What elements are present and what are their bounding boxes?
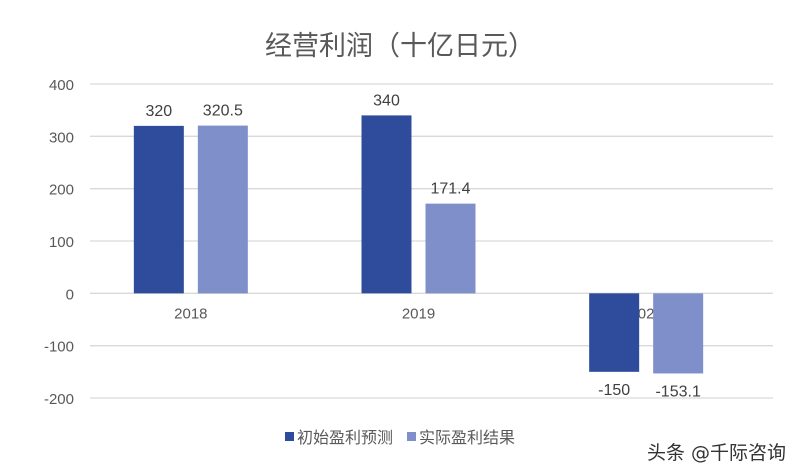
bar-forecast [589,293,640,372]
chart-title: 经营利润（十亿日元） [265,31,535,62]
x-tick-label: 2019 [402,305,435,322]
y-tick-label: 100 [49,234,74,251]
legend-label-forecast: 初始盈利预测 [296,428,393,447]
y-tick-label: -200 [44,391,74,408]
data-label: -153.1 [655,383,700,400]
bar-actual [425,203,476,294]
bar-forecast [361,115,412,294]
data-label: -150 [598,382,630,399]
data-label: 320 [145,103,172,120]
legend-label-actual: 实际盈利结果 [419,428,516,447]
bar-forecast [133,125,184,294]
legend-swatch-forecast [284,431,294,441]
bar-actual [653,293,704,374]
y-tick-label: 300 [49,129,74,146]
legend-item-forecast: 初始盈利预测 [284,424,393,448]
y-tick-label: -100 [44,339,74,356]
bar-actual [197,125,248,294]
data-label: 171.4 [430,181,470,198]
legend: 初始盈利预测 实际盈利结果 [0,424,800,448]
data-label: 320.5 [203,103,243,120]
x-tick-label: 2018 [174,305,207,322]
legend-item-actual: 实际盈利结果 [407,424,515,448]
data-label: 340 [373,92,400,109]
y-tick-label: 200 [49,182,74,199]
watermark-credit: 头条 @千际咨询 [646,442,786,464]
y-tick-label: 0 [66,286,74,303]
y-tick-label: 400 [49,77,74,94]
legend-swatch-actual [407,431,416,441]
